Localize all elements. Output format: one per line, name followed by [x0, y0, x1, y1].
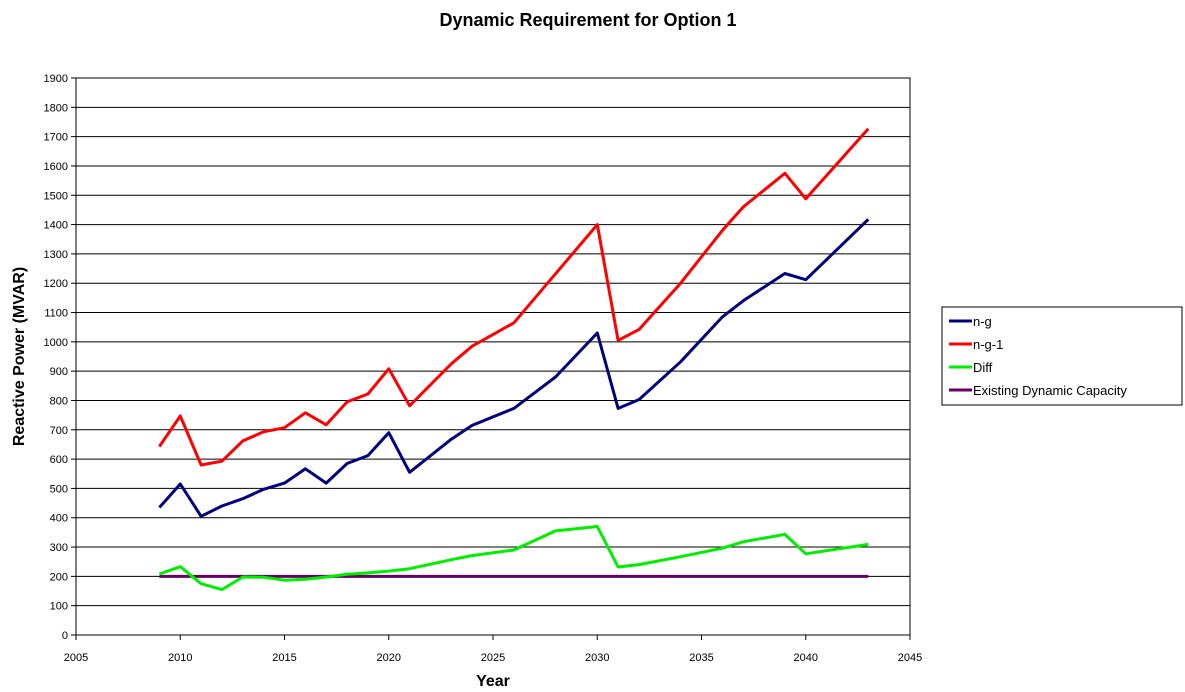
y-tick-label: 600 [50, 454, 68, 466]
grid-lines [76, 77, 910, 607]
legend-label: Existing Dynamic Capacity [973, 383, 1127, 398]
x-tick-label: 2005 [64, 652, 88, 664]
axis-ticks: 0 100 200 300 400 500 600 700 800 900 1000 1100 1200… [44, 73, 923, 664]
series-line-n-g-1 [158, 127, 870, 467]
y-tick-label: 400 [50, 513, 68, 525]
series-line-diff [158, 525, 869, 592]
y-tick-label: 1500 [44, 190, 68, 202]
legend-label: n-g [973, 314, 992, 329]
y-tick-label: 1900 [44, 73, 68, 85]
chart-title: Dynamic Requirement for Option 1 [439, 10, 736, 30]
y-tick-label: 1100 [44, 308, 68, 320]
series-line-n-g [158, 218, 870, 518]
x-tick-label: 2040 [794, 652, 818, 664]
x-tick-label: 2010 [168, 652, 192, 664]
series-lines [158, 127, 870, 592]
y-tick-label: 1200 [44, 278, 68, 290]
y-tick-label: 800 [50, 395, 68, 407]
y-tick-label: 1600 [44, 161, 68, 173]
x-tick-label: 2045 [898, 652, 922, 664]
y-tick-label: 1700 [44, 132, 68, 144]
x-tick-label: 2035 [689, 652, 713, 664]
x-tick-label: 2025 [481, 652, 505, 664]
y-tick-label: 500 [50, 483, 68, 495]
y-tick-label: 1400 [44, 220, 68, 232]
legend-label: n-g-1 [973, 337, 1003, 352]
x-tick-label: 2030 [585, 652, 609, 664]
legend: n-g n-g-1 Diff Existing Dynamic Capacity [941, 306, 1183, 406]
y-tick-label: 300 [50, 542, 68, 554]
y-tick-label: 1800 [44, 102, 68, 114]
legend-label: Diff [973, 360, 993, 375]
y-tick-label: 200 [50, 571, 68, 583]
x-tick-label: 2020 [377, 652, 401, 664]
y-tick-label: 900 [50, 366, 68, 378]
y-tick-label: 0 [62, 630, 68, 642]
x-tick-label: 2015 [272, 652, 296, 664]
y-tick-label: 700 [50, 425, 68, 437]
x-axis-label: Year [476, 673, 510, 690]
y-tick-label: 100 [50, 601, 68, 613]
y-axis-label: Reactive Power (MVAR) [11, 267, 28, 446]
y-tick-label: 1000 [44, 337, 68, 349]
y-tick-label: 1300 [44, 249, 68, 261]
legend-box [941, 306, 1183, 406]
